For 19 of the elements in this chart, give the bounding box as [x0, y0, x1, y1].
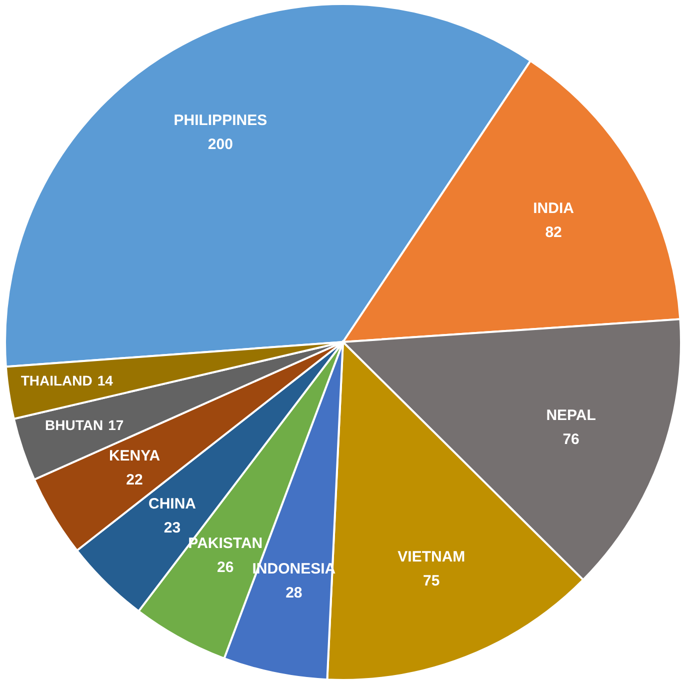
slice-label: INDIA — [533, 200, 574, 217]
data-label: 82 — [545, 224, 562, 241]
slice-label: PAKISTAN — [188, 535, 263, 552]
data-label: 17 — [108, 417, 124, 434]
slice-label: CHINA — [148, 495, 196, 512]
slice-label: BHUTAN — [45, 417, 104, 434]
data-label: 14 — [97, 372, 114, 389]
data-label: 22 — [126, 472, 143, 489]
slice-label: PHILIPPINES — [174, 112, 268, 129]
data-label: 26 — [217, 559, 234, 576]
slice-label: NEPAL — [546, 406, 596, 424]
data-label: 76 — [562, 430, 580, 448]
data-label: 75 — [423, 572, 440, 590]
data-label: 23 — [164, 519, 181, 536]
data-label: 200 — [208, 136, 233, 153]
slice-label: VIETNAM — [398, 548, 466, 566]
slice-label: KENYA — [108, 448, 160, 465]
data-label: 28 — [286, 584, 302, 602]
slice-label: THAILAND — [20, 372, 92, 389]
